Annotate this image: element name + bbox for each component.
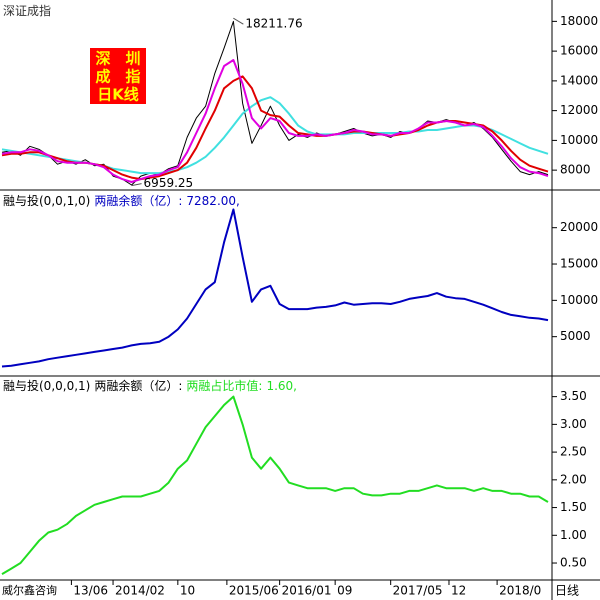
period-label: 日线 (555, 584, 579, 598)
source-label: 威尔鑫咨询 (2, 583, 57, 597)
header-text: 融与投(0,0,1,0) (3, 193, 90, 208)
annotation-leader (131, 183, 142, 187)
y-tick-label: 5000 (560, 329, 591, 343)
y-tick-label: 15000 (560, 257, 598, 271)
series-line (1, 59, 549, 183)
y-tick-label: 14000 (560, 73, 598, 87)
badge-box (90, 48, 146, 104)
y-tick-label: 18000 (560, 14, 598, 28)
header-text: 1.60, (266, 379, 297, 393)
y-tick-label: 16000 (560, 44, 598, 58)
header-text: 融与投(0,0,0,1) (3, 378, 90, 393)
annotation-leader (233, 17, 244, 25)
panel-header: 深证成指 (3, 3, 51, 18)
header-text: 两融余额（亿）: (94, 378, 182, 393)
x-tick-label: 13/06 (73, 584, 108, 598)
header-text: 深证成指 (3, 3, 51, 18)
y-tick-label: 0.50 (560, 556, 587, 570)
panel-header: 融与投(0,0,0,1) 两融余额（亿）: 两融占比市值: 1.60, (3, 378, 297, 393)
panel-header: 融与投(0,0,1,0) 两融余额（亿）: 7282.00, (3, 193, 240, 208)
y-tick-label: 10000 (560, 133, 598, 147)
series-line (1, 208, 549, 368)
x-tick-label: 09 (337, 584, 352, 598)
y-tick-label: 8000 (560, 163, 591, 177)
y-tick-label: 12000 (560, 103, 598, 117)
x-tick-label: 2016/01 (282, 584, 332, 598)
header-text: 7282.00, (186, 194, 239, 208)
x-tick-label: 2014/02 (115, 584, 165, 598)
y-tick-label: 2.00 (560, 472, 587, 486)
series-line (1, 395, 549, 575)
badge-text: 深 圳 (95, 50, 140, 68)
badge-text: 日K线 (97, 86, 139, 104)
y-tick-label: 2.50 (560, 445, 587, 459)
annotation-label: 6959.25 (144, 176, 194, 190)
y-tick-label: 10000 (560, 293, 598, 307)
y-tick-label: 3.00 (560, 417, 587, 431)
x-tick-label: 10 (180, 584, 195, 598)
x-tick-label: 2017/05 (393, 584, 443, 598)
y-tick-label: 20000 (560, 220, 598, 234)
header-text: 两融余额（亿）: (94, 193, 182, 208)
source-bg (0, 582, 64, 599)
x-tick-label: 2015/06 (229, 584, 279, 598)
header-text: 两融占比市值: (186, 378, 262, 393)
x-tick-label: 12 (451, 584, 466, 598)
badge-text: 成 指 (95, 68, 140, 86)
y-tick-label: 1.00 (560, 528, 587, 542)
x-tick-label: 2018/0 (499, 584, 541, 598)
period-bg (553, 582, 593, 599)
y-tick-label: 3.50 (560, 389, 587, 403)
y-tick-label: 1.50 (560, 500, 587, 514)
annotation-label: 18211.76 (245, 17, 302, 31)
